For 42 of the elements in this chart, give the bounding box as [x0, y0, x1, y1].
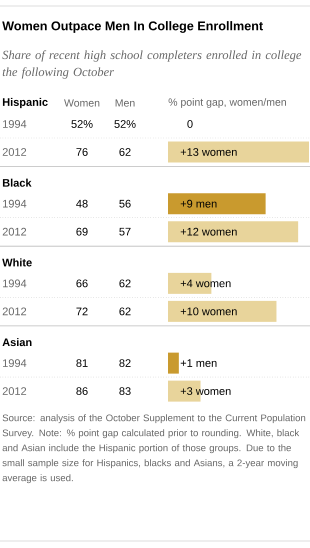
data-label: +9 men: [180, 200, 216, 208]
text: % point gap, women/men: [168, 98, 286, 108]
y-tick-label: 2012: [2, 387, 26, 396]
text: 72: [76, 308, 88, 316]
text: 81: [76, 359, 88, 367]
y-axis-title: White: [2, 258, 32, 266]
text: 62: [119, 308, 131, 316]
text: 86: [76, 387, 88, 395]
y-tick-label: 1994: [3, 120, 26, 128]
text: 76: [76, 148, 88, 156]
text: 83: [119, 387, 131, 395]
y-tick-label: 1994: [3, 359, 26, 368]
y-axis-title: Black: [2, 178, 32, 187]
y-tick-label: 1994: [3, 280, 26, 288]
data-label: +3 women: [180, 387, 231, 396]
text: 62: [119, 148, 131, 156]
text: 62: [119, 280, 131, 288]
data-label: +1 men: [180, 359, 216, 367]
text: 69: [76, 228, 88, 236]
y-axis-title: Asian: [2, 338, 32, 346]
y-tick-label: 2012: [2, 228, 26, 236]
text: 52%: [114, 120, 136, 128]
y-tick-label: 2012: [2, 308, 26, 316]
text: 56: [119, 200, 131, 208]
text: 82: [119, 359, 131, 367]
chart-title: Women Outpace Men In College Enrollment: [2, 21, 263, 33]
y-tick-label: 2012: [2, 148, 26, 156]
data-label: +4 women: [180, 280, 231, 288]
data-label: +10 women: [180, 308, 237, 316]
data-label: +13 women: [180, 148, 237, 156]
text: 57: [119, 228, 131, 236]
y-axis-title: Hispanic: [2, 98, 48, 108]
chart-subtitle: Share of recent high school completers enrolled in college the following October: [2, 50, 302, 79]
text: 48: [76, 200, 88, 208]
text: 66: [76, 280, 88, 288]
y-tick-label: 1994: [3, 200, 26, 208]
data-label: +12 women: [180, 228, 237, 236]
text: 52%: [71, 120, 93, 128]
text: Women: [64, 99, 100, 107]
text: Men: [116, 99, 135, 107]
source-note: Source: analysis of the October Supplement to the Current Population Survey. Note: % point gap calculated prior to rounding. White, black and Asian include the Hispanic portion of those groups. Due to the small sample size for Hispanics, blacks and Asians, a 2-year moving average is used.: [2, 414, 306, 484]
annotation: 0: [187, 120, 193, 128]
